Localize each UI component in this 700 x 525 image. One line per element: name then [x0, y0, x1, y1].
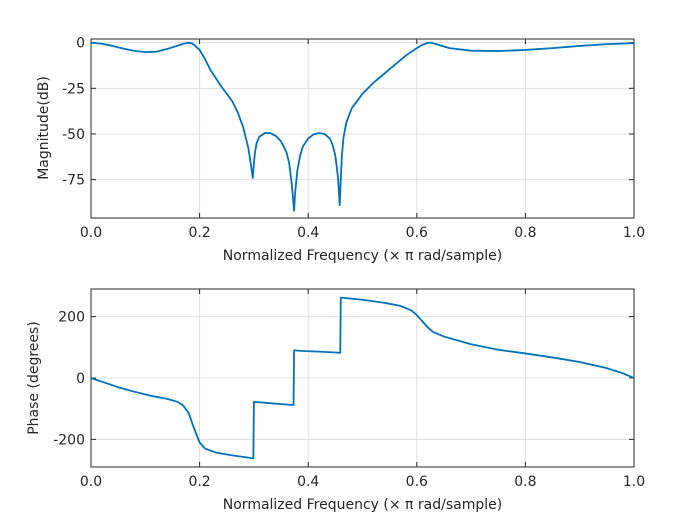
- phase-x-tick-label: 0.2: [188, 474, 210, 490]
- phase-x-tick-label: 0.6: [406, 474, 428, 490]
- magnitude-y-tick-label: -25: [62, 81, 85, 97]
- phase-x-tick-label: 0.8: [514, 474, 536, 490]
- magnitude-x-axis-label: Normalized Frequency (× π rad/sample): [223, 248, 502, 264]
- phase-plot: 0.0 0.2 0.4 0.6 0.8 1.0 200 0 -200 Normalized Fr…: [26, 288, 645, 513]
- magnitude-y-tick-label: -50: [62, 127, 85, 143]
- magnitude-plot: 0.0 0.2 0.4 0.6 0.8 1.0 0 -25 -50 -75 Normalized …: [36, 36, 645, 264]
- phase-y-axis-label: Phase (degrees): [26, 321, 42, 435]
- magnitude-axes-box: [90, 38, 635, 219]
- phase-x-tick-label: 1.0: [623, 474, 645, 490]
- magnitude-y-axis-label: Magnitude(dB): [36, 76, 52, 180]
- magnitude-x-tick-label: 0.4: [297, 225, 319, 241]
- magnitude-x-tick-label: 0.6: [406, 225, 428, 241]
- magnitude-x-tick-label: 0.8: [514, 225, 536, 241]
- phase-x-axis-label: Normalized Frequency (× π rad/sample): [223, 497, 502, 513]
- magnitude-ticks: 0.0 0.2 0.4 0.6 0.8 1.0 0 -25 -50 -75: [62, 36, 645, 241]
- phase-y-tick-label: -200: [53, 432, 85, 448]
- phase-series-line: [90, 296, 635, 460]
- magnitude-x-tick-label: 0.0: [80, 225, 102, 241]
- magnitude-y-tick-label: -75: [62, 173, 85, 189]
- phase-x-tick-label: 0.4: [297, 474, 319, 490]
- phase-y-tick-label: 0: [76, 371, 85, 387]
- magnitude-x-tick-label: 1.0: [623, 225, 645, 241]
- magnitude-y-tick-label: 0: [76, 36, 85, 52]
- magnitude-x-tick-label: 0.2: [188, 225, 210, 241]
- phase-y-tick-label: 200: [58, 310, 85, 326]
- magnitude-series-line: [90, 41, 635, 212]
- phase-ticks: 0.0 0.2 0.4 0.6 0.8 1.0 200 0 -200: [53, 289, 645, 490]
- phase-grid: [91, 289, 634, 467]
- magnitude-grid: [91, 39, 634, 218]
- phase-x-tick-label: 0.0: [80, 474, 102, 490]
